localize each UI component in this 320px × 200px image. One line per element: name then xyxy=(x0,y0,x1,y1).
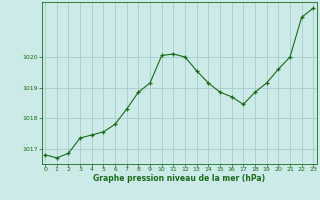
X-axis label: Graphe pression niveau de la mer (hPa): Graphe pression niveau de la mer (hPa) xyxy=(93,174,265,183)
